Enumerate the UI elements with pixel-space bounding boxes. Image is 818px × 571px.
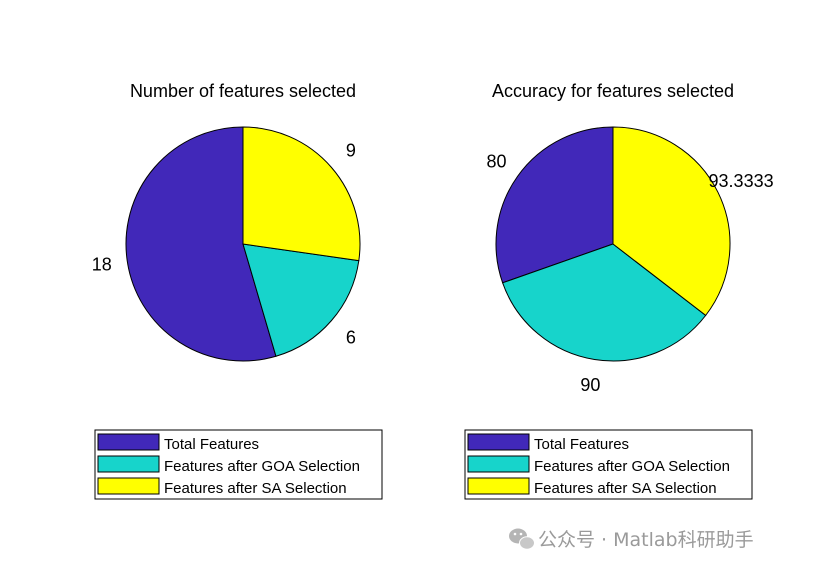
slice-goa-features	[501, 243, 707, 362]
watermark-text: 公众号 · Matlab科研助手	[538, 529, 754, 551]
legend-label-total-features: Total Features	[164, 436, 259, 453]
chart-title: Accuracy for features selected	[492, 81, 734, 101]
slice-sa-features	[612, 126, 731, 317]
wechat-icon	[509, 528, 535, 550]
chart-accuracy: Accuracy for features selected 80 90 93.33…	[464, 81, 774, 500]
slice-label-sa-features: 9	[346, 141, 356, 161]
legend-label-total-features: Total Features	[534, 436, 629, 453]
legend-label-goa-features: Features after GOA Selection	[164, 458, 360, 475]
slice-total-features	[125, 126, 277, 362]
legend-swatch-total-features	[467, 433, 530, 451]
pie-labels-accuracy: 80 90 93.3333	[487, 151, 774, 394]
watermark: 公众号 · Matlab科研助手	[509, 528, 754, 551]
slice-label-total-features: 80	[487, 151, 507, 171]
slice-label-goa-features: 6	[346, 327, 356, 347]
slice-sa-features	[242, 126, 361, 262]
slice-label-sa-features: 93.3333	[709, 171, 774, 191]
pie-accuracy	[495, 126, 731, 362]
legend-swatch-goa-features	[97, 455, 160, 473]
legend-swatch-total-features	[97, 433, 160, 451]
legend-label-goa-features: Features after GOA Selection	[534, 458, 730, 475]
slice-label-goa-features: 90	[580, 375, 600, 395]
legend-label-sa-features: Features after SA Selection	[164, 480, 347, 497]
legend-swatch-sa-features	[97, 477, 160, 495]
chart-title: Number of features selected	[130, 81, 356, 101]
slice-goa-features	[242, 243, 360, 357]
pie-number-of-features	[125, 126, 361, 362]
legend: Total Features Features after GOA Select…	[464, 429, 753, 500]
slice-total-features	[495, 126, 614, 284]
legend: Total Features Features after GOA Select…	[94, 429, 383, 500]
legend-swatch-goa-features	[467, 455, 530, 473]
legend-label-sa-features: Features after SA Selection	[534, 480, 717, 497]
slice-label-total-features: 18	[92, 254, 112, 274]
legend-swatch-sa-features	[467, 477, 530, 495]
